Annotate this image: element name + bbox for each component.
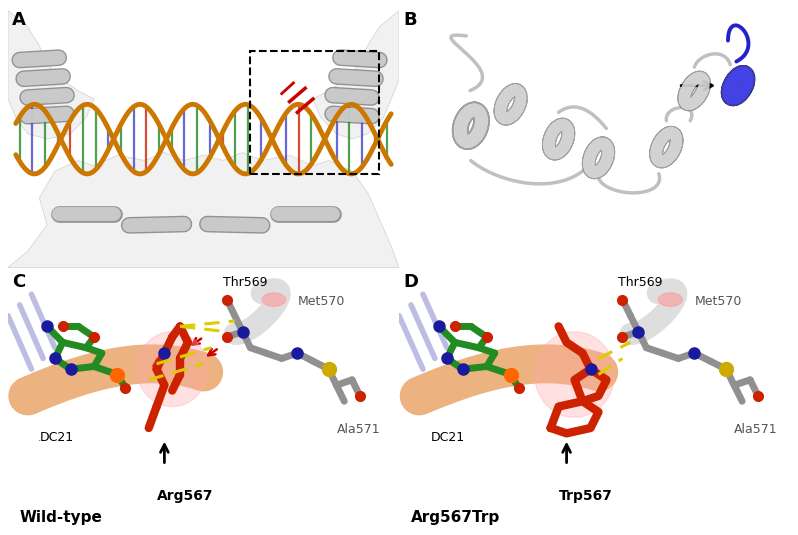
- Text: Trp567: Trp567: [559, 489, 613, 503]
- Text: B: B: [403, 11, 417, 29]
- Polygon shape: [8, 11, 94, 139]
- Text: DC21: DC21: [39, 431, 73, 445]
- Bar: [251, 51, 379, 174]
- Ellipse shape: [262, 293, 286, 306]
- Polygon shape: [8, 152, 399, 268]
- Text: 0.0: 0.0: [39, 440, 41, 441]
- Ellipse shape: [535, 332, 614, 417]
- Text: Wild-type: Wild-type: [20, 510, 103, 525]
- Polygon shape: [313, 11, 399, 139]
- Text: Thr569: Thr569: [618, 276, 663, 289]
- Ellipse shape: [137, 332, 207, 407]
- Text: DC21: DC21: [431, 431, 465, 445]
- Text: Arg567: Arg567: [156, 489, 213, 503]
- Text: Ala571: Ala571: [734, 423, 778, 437]
- Ellipse shape: [658, 293, 682, 306]
- Text: Arg567Trp: Arg567Trp: [411, 510, 500, 525]
- Text: C: C: [12, 273, 26, 291]
- Text: Met570: Met570: [298, 295, 345, 308]
- Text: Ala571: Ala571: [337, 423, 380, 437]
- Text: Met570: Met570: [694, 295, 741, 308]
- Text: D: D: [403, 273, 418, 291]
- Text: A: A: [12, 11, 26, 29]
- Text: Thr569: Thr569: [223, 276, 267, 289]
